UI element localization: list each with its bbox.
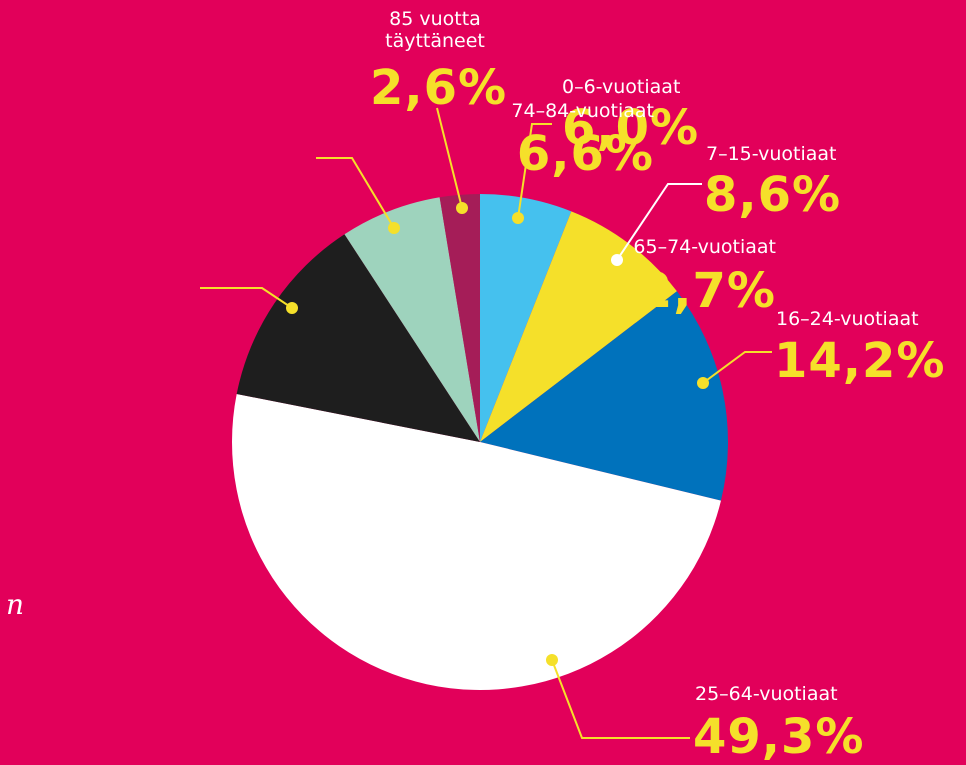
- value-label: 49,3%: [693, 709, 865, 765]
- category-label: 85 vuotta täyttäneet: [385, 8, 485, 52]
- value-label: 14,2%: [774, 333, 946, 389]
- category-label: 7–15-vuotiaat: [706, 143, 837, 165]
- pie-slice: [236, 234, 480, 442]
- value-label: 6,6%: [516, 126, 654, 182]
- value-label: 2,6%: [370, 60, 508, 116]
- leader-dot: [697, 377, 709, 389]
- leader-dot: [512, 212, 524, 224]
- leader-line: [436, 107, 463, 209]
- category-label: 25–64-vuotiaat: [695, 683, 838, 705]
- annotation: n: [6, 588, 25, 621]
- leader-dot: [286, 302, 298, 314]
- pie-slice: [344, 197, 480, 442]
- leader-line: [551, 659, 690, 739]
- leader-line: [316, 157, 395, 229]
- value-label: 6,0%: [562, 100, 700, 156]
- pie-slice: [480, 194, 572, 442]
- pie-slice: [480, 211, 677, 442]
- leader-line: [517, 123, 552, 219]
- category-label: 74–84-vuotiaat: [511, 100, 654, 122]
- pie-slice: [480, 291, 728, 501]
- leader-line: [200, 287, 293, 309]
- category-label: 65–74-vuotiaat: [633, 236, 776, 258]
- leader-dot: [546, 654, 558, 666]
- leader-dot: [388, 222, 400, 234]
- pie-slice: [439, 194, 480, 442]
- category-label: 16–24-vuotiaat: [776, 308, 919, 330]
- leader-line: [702, 351, 772, 384]
- pie-slice: [231, 393, 721, 691]
- value-label: 8,6%: [704, 167, 842, 223]
- leader-line: [616, 183, 702, 261]
- category-label: 0–6-vuotiaat: [562, 76, 681, 98]
- value-label: 12,7%: [604, 263, 776, 319]
- leader-dot: [611, 254, 623, 266]
- leader-dot: [456, 202, 468, 214]
